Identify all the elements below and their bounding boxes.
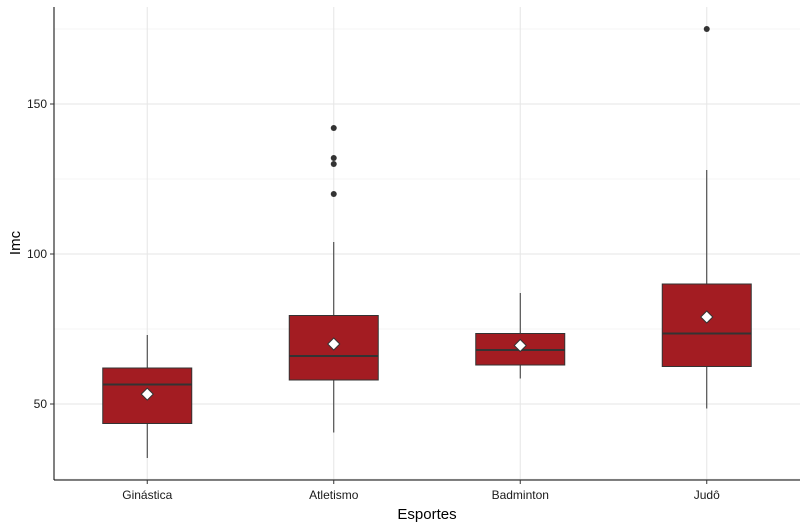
mean-marker xyxy=(700,310,714,324)
box-group xyxy=(288,125,379,433)
mean-marker xyxy=(140,387,154,401)
x-tick-label: Ginástica xyxy=(122,488,172,502)
outlier-point xyxy=(703,26,710,32)
x-axis-title: Esportes xyxy=(397,506,456,523)
box-group xyxy=(475,293,566,379)
y-tick-label: 100 xyxy=(27,247,47,261)
y-axis-title: Imc xyxy=(7,230,24,255)
ticks: 50 100 150 Ginástica Atletismo Badminton Judô xyxy=(27,97,720,502)
x-tick-label: Judô xyxy=(694,488,720,502)
outlier-point xyxy=(330,125,337,131)
outlier-point xyxy=(330,161,337,167)
mean-marker xyxy=(327,337,341,351)
axes xyxy=(53,7,800,481)
outlier-point xyxy=(330,155,337,161)
box-group xyxy=(661,26,752,409)
box-group xyxy=(102,335,193,458)
y-tick-label: 50 xyxy=(34,397,48,411)
mean-marker xyxy=(513,338,527,353)
x-tick-label: Atletismo xyxy=(309,488,359,502)
boxes xyxy=(102,26,752,458)
outlier-point xyxy=(330,191,337,197)
y-tick-label: 150 xyxy=(27,97,47,111)
x-tick-label: Badminton xyxy=(492,488,549,502)
box xyxy=(661,283,752,367)
